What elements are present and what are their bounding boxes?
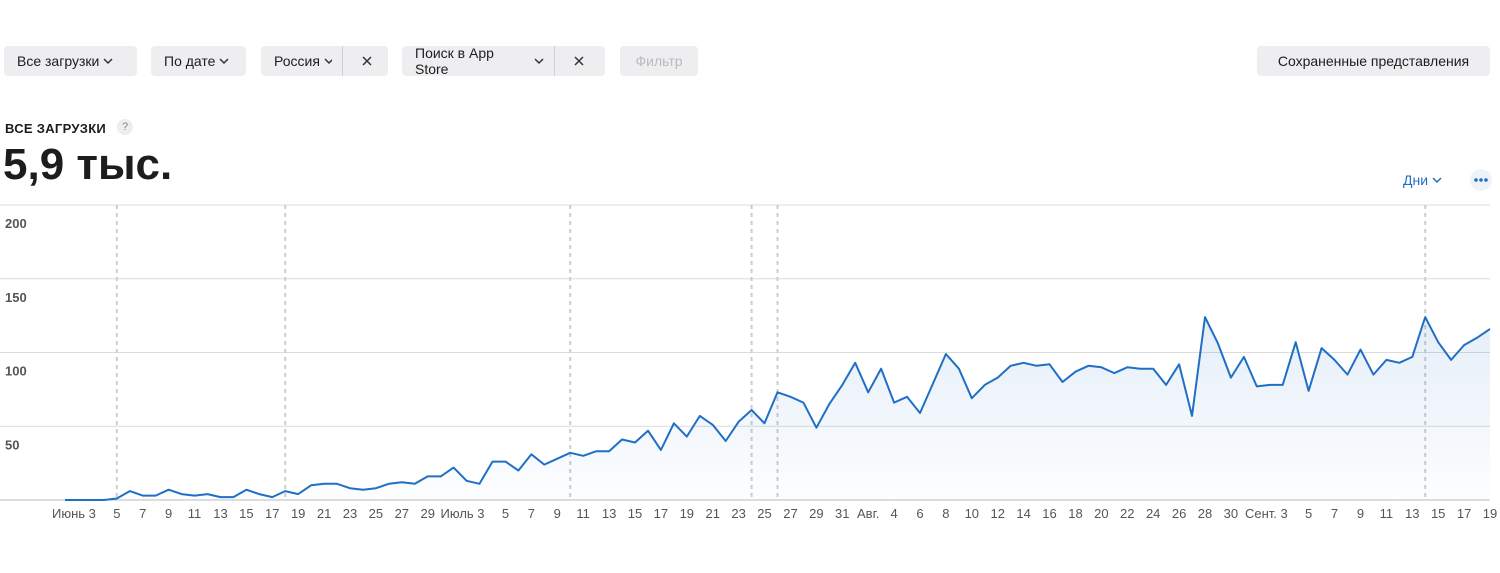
x-tick-label: 16 bbox=[1042, 506, 1056, 521]
x-tick-label: 25 bbox=[757, 506, 771, 521]
divider bbox=[342, 46, 344, 76]
area bbox=[65, 317, 1490, 500]
y-tick-label: 100 bbox=[5, 364, 27, 379]
x-tick-label: 9 bbox=[165, 506, 172, 521]
x-tick-label: 17 bbox=[1457, 506, 1471, 521]
x-tick-label: 15 bbox=[1431, 506, 1445, 521]
metric-value: 5,9 тыс. bbox=[3, 140, 173, 189]
filter-button[interactable]: Фильтр bbox=[620, 46, 698, 76]
period-select[interactable]: Дни bbox=[1403, 172, 1443, 188]
x-tick-label: 6 bbox=[916, 506, 923, 521]
x-tick-label: 4 bbox=[890, 506, 897, 521]
x-tick-label: 31 bbox=[835, 506, 849, 521]
x-tick-label: 29 bbox=[809, 506, 823, 521]
chevron bbox=[324, 58, 333, 65]
x-tick-label: Июль 3 bbox=[441, 506, 485, 521]
remove-filter[interactable] bbox=[555, 56, 605, 66]
x-tick-label: 11 bbox=[188, 506, 202, 521]
filter-all-downloads[interactable]: Все загрузки bbox=[4, 46, 137, 76]
x-tick-label: 8 bbox=[942, 506, 949, 521]
filter-label: Поиск в App Store bbox=[415, 45, 494, 77]
x-tick-label: 12 bbox=[990, 506, 1004, 521]
x-tick-label: 27 bbox=[783, 506, 797, 521]
x-tick-label: 11 bbox=[1380, 506, 1394, 521]
x-tick-label: 19 bbox=[680, 506, 694, 521]
filter-label: Россия bbox=[274, 53, 320, 69]
x-tick-label: Июнь 3 bbox=[52, 506, 96, 521]
x-tick-label: 10 bbox=[965, 506, 979, 521]
filter-country[interactable]: Россия bbox=[261, 46, 388, 76]
x-tick-label: 18 bbox=[1068, 506, 1082, 521]
x-tick-label: 28 bbox=[1198, 506, 1212, 521]
line bbox=[65, 316, 1491, 501]
y-tick-label: 200 bbox=[5, 216, 27, 231]
x-tick-label: 5 bbox=[502, 506, 509, 521]
x-tick-label: 5 bbox=[1305, 506, 1312, 521]
x-tick-label: 21 bbox=[317, 506, 331, 521]
x-tick-label: Сент. 3 bbox=[1245, 506, 1288, 521]
x-tick-label: 21 bbox=[705, 506, 719, 521]
divider bbox=[554, 46, 556, 76]
x-tick-label: 23 bbox=[731, 506, 745, 521]
x-tick-label: 11 bbox=[576, 506, 590, 521]
x-tick-label: 13 bbox=[213, 506, 227, 521]
saved-views-label: Сохраненные представления bbox=[1277, 53, 1470, 69]
x-tick-label: 19 bbox=[1483, 506, 1497, 521]
chevron bbox=[534, 58, 544, 65]
x-tick-label: 13 bbox=[1405, 506, 1419, 521]
x-tick-label: 7 bbox=[139, 506, 146, 521]
x-tick-label: Авг. bbox=[857, 506, 879, 521]
chevron bbox=[219, 58, 229, 65]
help-icon[interactable]: ? bbox=[117, 119, 133, 135]
x-tick-label: 7 bbox=[1331, 506, 1338, 521]
x-tick-label: 23 bbox=[343, 506, 357, 521]
x-tick-label: 17 bbox=[265, 506, 279, 521]
x-tick-label: 5 bbox=[113, 506, 120, 521]
filter-by-date[interactable]: По дате bbox=[151, 46, 246, 76]
x-tick-label: 25 bbox=[369, 506, 383, 521]
x-tick-label: 17 bbox=[654, 506, 668, 521]
x-tick-label: 27 bbox=[395, 506, 409, 521]
x-tick-label: 15 bbox=[628, 506, 642, 521]
y-tick-label: 150 bbox=[5, 290, 27, 305]
x-tick-label: 7 bbox=[528, 506, 535, 521]
chevron bbox=[103, 58, 113, 65]
x-tick-label: 24 bbox=[1146, 506, 1160, 521]
x-tick-label: 30 bbox=[1224, 506, 1238, 521]
more-button[interactable] bbox=[1470, 169, 1492, 191]
x-tick-label: 19 bbox=[291, 506, 305, 521]
filter-label: Все загрузки bbox=[17, 53, 100, 69]
saved-views[interactable]: Сохраненные представления bbox=[1257, 46, 1490, 76]
x-tick-label: 9 bbox=[1357, 506, 1364, 521]
x-tick-label: 26 bbox=[1172, 506, 1186, 521]
y-tick-label: 50 bbox=[5, 437, 19, 452]
x-tick-label: 22 bbox=[1120, 506, 1134, 521]
x-tick-label: 15 bbox=[239, 506, 253, 521]
metric-title: ВСЕ ЗАГРУЗКИ bbox=[5, 121, 107, 136]
remove-filter[interactable] bbox=[343, 56, 388, 66]
x-tick-label: 20 bbox=[1094, 506, 1108, 521]
x-tick-label: 29 bbox=[420, 506, 434, 521]
period-label: Дни bbox=[1403, 172, 1429, 188]
x-tick-label: 14 bbox=[1016, 506, 1030, 521]
filter-button-label: Фильтр bbox=[635, 53, 683, 69]
chevron bbox=[1432, 177, 1442, 184]
filter-source[interactable]: Поиск в App Store bbox=[402, 45, 605, 77]
filter-label: По дате bbox=[164, 53, 216, 69]
x-tick-label: 13 bbox=[602, 506, 616, 521]
x-tick-label: 9 bbox=[554, 506, 561, 521]
